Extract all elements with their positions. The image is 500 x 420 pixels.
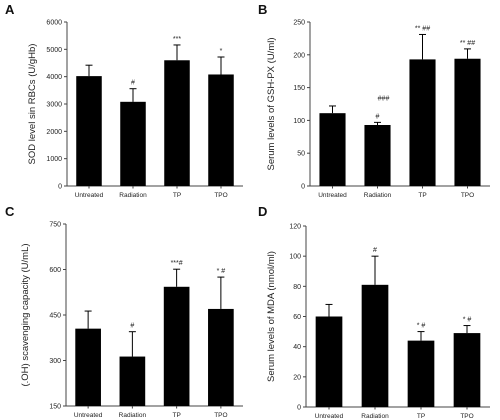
panel-c-chart: C 150 300 450 600 750 (.OH) scavenging capacit…	[5, 204, 243, 419]
y-axis-title: Serum levels of GSH-PX (U/ml)	[266, 37, 277, 170]
significance-marker: *	[220, 48, 223, 55]
significance-marker: #	[376, 113, 380, 120]
x-tick-label: Radiation	[361, 413, 389, 420]
y-tick-label: 600	[49, 267, 61, 274]
y-tick-label: 0	[297, 405, 301, 412]
significance-marker: #	[130, 323, 134, 330]
x-tick-label: TPO	[214, 412, 227, 419]
y-tick-label: 50	[297, 151, 305, 158]
y-tick-label: 6000	[46, 20, 62, 27]
x-tick-label: TPO	[214, 192, 227, 199]
bar-tpo	[454, 58, 481, 186]
y-tick-label: 0	[58, 184, 62, 191]
x-tick-label: Untreated	[75, 192, 104, 199]
y-axis-title: Serum levels of MDA (nmol/ml)	[266, 251, 277, 382]
y-axis-title: SOD level sin RBCs (U/gHb)	[27, 44, 38, 165]
x-tick-label: TP	[173, 192, 181, 199]
significance-marker: #	[131, 80, 135, 87]
bar-tpo	[208, 74, 234, 186]
bar-tp	[409, 59, 436, 186]
y-tick-label: 40	[293, 344, 301, 351]
y-tick-label: 4000	[46, 74, 62, 81]
significance-marker: ***#	[171, 260, 183, 267]
x-tick-label: TP	[417, 413, 425, 420]
y-tick-label: 150	[49, 404, 61, 411]
x-tick-label: Untreated	[74, 412, 103, 419]
bar-tp	[164, 60, 190, 187]
panel-b-chart: B 0 50 100 150 200 250 Serum levels of GSH-PX (…	[258, 2, 490, 199]
y-tick-label: 100	[293, 118, 305, 125]
x-tick-label: TP	[418, 192, 426, 199]
bar-untreated	[75, 328, 101, 406]
significance-marker: * #	[463, 317, 472, 324]
significance-marker: ###	[378, 96, 390, 103]
y-tick-label: 450	[49, 313, 61, 320]
x-tick-label: Radiation	[364, 192, 392, 199]
y-tick-label: 100	[289, 254, 301, 261]
bar-untreated	[319, 113, 346, 186]
bar-tpo	[453, 333, 481, 407]
significance-marker: * #	[417, 323, 426, 330]
bar-radiation	[361, 284, 389, 407]
x-tick-label: TP	[172, 412, 180, 419]
significance-marker: * #	[217, 268, 226, 275]
bar-radiation	[120, 101, 146, 186]
significance-marker: ** ##	[460, 40, 475, 47]
bar-radiation	[119, 356, 146, 406]
x-tick-label: TPO	[460, 413, 473, 420]
y-tick-label: 2000	[46, 129, 62, 136]
x-tick-label: Untreated	[318, 192, 347, 199]
x-tick-label: Radiation	[119, 192, 147, 199]
panel-a-chart: A 0 1000 2000 3000 4000 5000 6000 SOD level sin …	[5, 2, 243, 199]
y-tick-label: 3000	[46, 102, 62, 109]
y-axis-title: (.OH) scavenging capacity (U/mL)	[20, 243, 31, 386]
y-tick-label: 60	[293, 314, 301, 321]
y-tick-label: 120	[289, 224, 301, 231]
y-tick-label: 250	[293, 20, 305, 27]
bar-untreated	[76, 76, 102, 186]
bar-radiation	[364, 124, 391, 186]
significance-marker: ***	[173, 36, 181, 43]
panel-letter: C	[5, 204, 15, 219]
significance-marker: #	[373, 247, 377, 254]
y-tick-label: 200	[293, 52, 305, 59]
y-tick-label: 80	[293, 284, 301, 291]
bar-tp	[163, 286, 190, 406]
y-tick-label: 1000	[46, 156, 62, 163]
significance-marker: ** ##	[415, 25, 430, 32]
y-tick-label: 300	[49, 358, 61, 365]
y-tick-label: 0	[301, 184, 305, 191]
panel-letter: D	[258, 204, 267, 219]
y-tick-label: 150	[293, 85, 305, 92]
x-tick-label: Untreated	[315, 413, 344, 420]
panel-d-chart: D 0 20 40 60 80 100 120 Serum levels of MDA (nmo…	[258, 204, 490, 420]
bar-untreated	[315, 316, 343, 407]
y-tick-label: 750	[49, 222, 61, 229]
x-tick-label: TPO	[461, 192, 474, 199]
bar-tp	[407, 340, 435, 407]
bar-tpo	[208, 308, 234, 406]
x-tick-label: Radiation	[119, 412, 147, 419]
y-tick-label: 5000	[46, 47, 62, 54]
panel-letter: A	[5, 2, 15, 17]
y-tick-label: 20	[293, 374, 301, 381]
panel-letter: B	[258, 2, 267, 17]
